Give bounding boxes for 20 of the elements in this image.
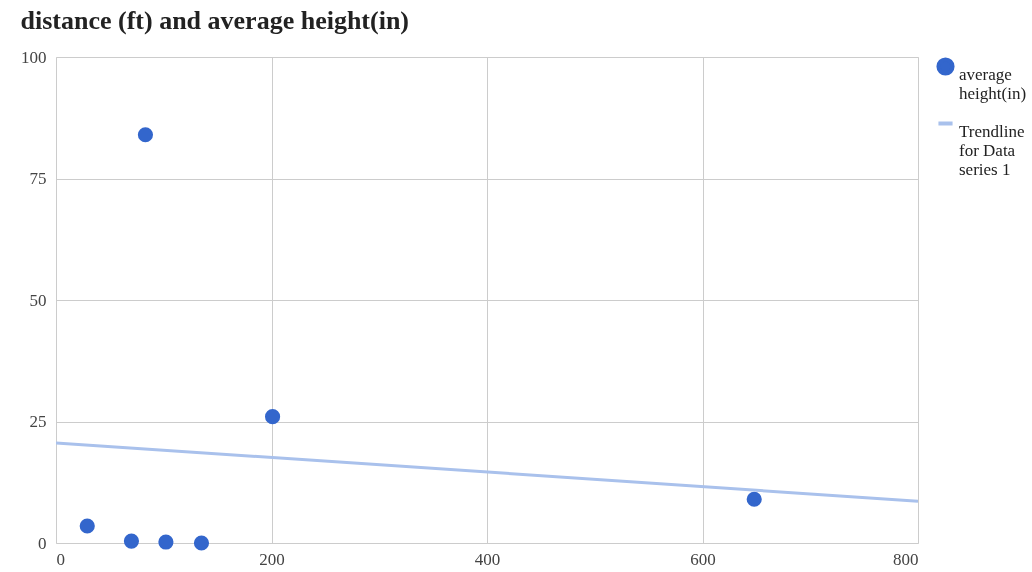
point (158, 534, 174, 550)
y-tick-label: 100 (21, 47, 47, 67)
point (264, 409, 281, 425)
point (79, 518, 95, 534)
legend-label: average height(in) (959, 64, 1027, 103)
x-tick-label: 200 (259, 549, 285, 569)
x-tick-label: 400 (474, 549, 501, 569)
x-tick-label: 0 (56, 549, 65, 569)
y-tick-label: 75 (29, 169, 47, 188)
x-tick-label: 600 (690, 549, 716, 569)
point (193, 535, 210, 551)
legend-label: Trendline for Data series 1 (959, 121, 1025, 179)
point (123, 533, 140, 549)
y-tick-label: 0 (38, 533, 47, 553)
chart-title: distance (ft) and average height(in) (20, 6, 410, 35)
point (746, 491, 762, 507)
point (137, 127, 154, 143)
x-tick-label: 800 (893, 549, 919, 569)
y-tick-label: 25 (29, 412, 47, 431)
y-tick-label: 50 (29, 290, 47, 310)
